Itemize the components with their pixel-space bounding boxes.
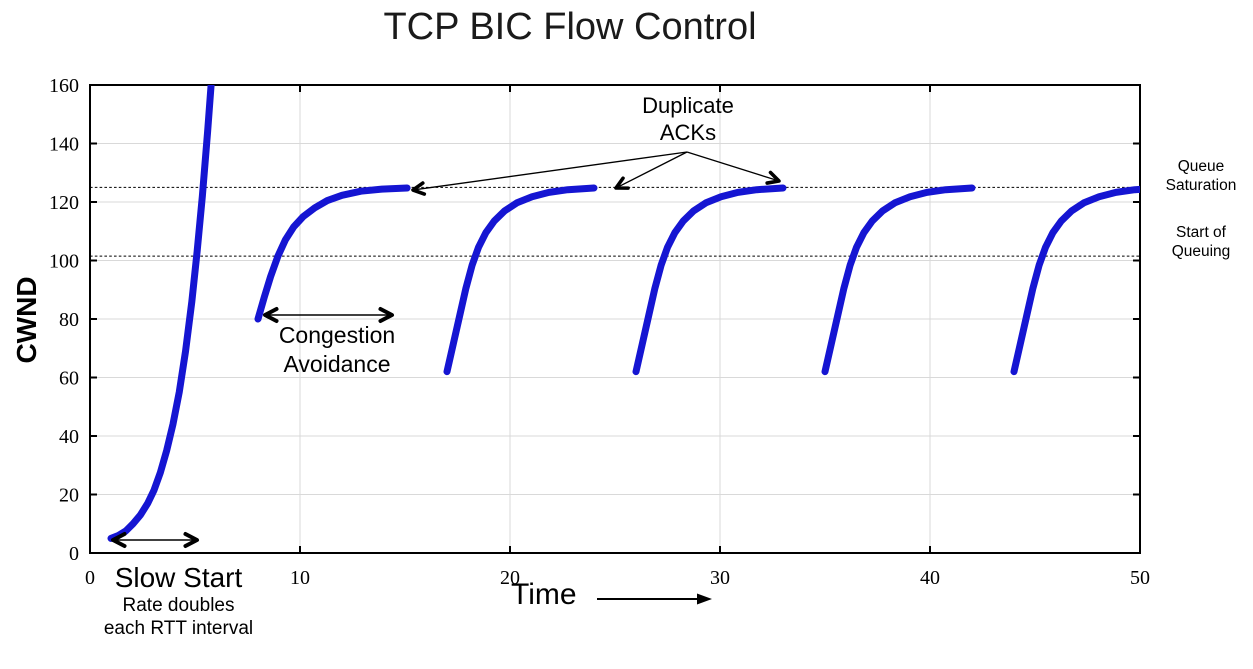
curve-bic-cycle-4 <box>821 184 976 376</box>
duplicate-acks-arrowhead-3 <box>765 170 781 185</box>
x-axis-label: Time <box>511 578 577 611</box>
annotation-queue-saturation-line2: Saturation <box>1165 176 1237 194</box>
annotation-queue-saturation-line1: Queue <box>1177 158 1225 175</box>
x-tick-label: 50 <box>1130 567 1150 589</box>
curve-bic-cycle-3 <box>632 184 787 376</box>
annotation-slow-start: Slow Start Rate doubles each RTT interva… <box>86 562 271 640</box>
x-tick-label: 0 <box>85 567 95 589</box>
annotation-duplicate-acks-line1: Duplicate <box>642 93 734 118</box>
congestion-avoidance-span-arrowhead-left <box>263 306 279 324</box>
y-tick-label: 100 <box>49 251 79 273</box>
slow-start-span-arrowhead-left <box>111 531 127 549</box>
curve-bic-cycle-5 <box>1010 185 1140 376</box>
curve-bic-cycle-2 <box>443 184 598 376</box>
y-tick-label: 60 <box>59 368 79 390</box>
annotation-start-of-queuing: Start of Queuing <box>1147 224 1253 261</box>
y-tick-label: 160 <box>49 75 79 97</box>
curve-bic-cycle-1 <box>254 184 411 323</box>
annotation-queue-saturation: Queue Saturation <box>1147 158 1253 195</box>
x-tick-label: 30 <box>710 567 730 589</box>
y-axis-label: CWND <box>11 276 42 364</box>
y-tick-label: 120 <box>49 192 79 214</box>
y-tick-label: 40 <box>59 426 79 448</box>
annotation-start-of-queuing-line2: Queuing <box>1171 242 1231 260</box>
y-tick-label: 80 <box>59 309 79 331</box>
duplicate-acks-arrow-line-3 <box>686 151 776 181</box>
annotation-slow-start-label: Slow Start <box>114 562 243 593</box>
annotation-congestion-avoidance-line2: Avoidance <box>283 351 391 377</box>
annotation-duplicate-acks: Duplicate ACKs <box>598 92 778 146</box>
annotation-congestion-avoidance: Congestion Avoidance <box>247 321 427 379</box>
duplicate-acks-arrowhead-2 <box>614 176 630 190</box>
duplicate-acks-arrow-line-1 <box>416 151 688 191</box>
slow-start-span-arrowhead-right <box>183 531 199 549</box>
x-tick-label: 40 <box>920 567 940 589</box>
time-arrowhead <box>697 593 712 605</box>
y-tick-label: 0 <box>69 543 79 565</box>
x-tick-label: 10 <box>290 567 310 589</box>
cwnd-curves <box>107 85 1140 542</box>
y-tick-label: 20 <box>59 485 79 507</box>
duplicate-acks-arrow-line-2 <box>619 151 688 187</box>
x-tick-label: 20 <box>500 567 520 589</box>
annotation-start-of-queuing-line1: Start of <box>1176 224 1226 241</box>
annotation-slow-start-sub1: Rate doubles <box>122 595 235 616</box>
annotation-slow-start-sub2: each RTT interval <box>103 618 254 639</box>
curve-slow-start <box>107 85 215 542</box>
duplicate-acks-arrowhead-1 <box>411 181 427 196</box>
chart-title: TCP BIC Flow Control <box>383 6 757 48</box>
annotation-congestion-avoidance-line1: Congestion <box>278 322 396 348</box>
y-tick-label: 140 <box>49 134 79 156</box>
congestion-avoidance-span-arrowhead-right <box>378 306 394 324</box>
annotation-duplicate-acks-line2: ACKs <box>659 120 717 145</box>
